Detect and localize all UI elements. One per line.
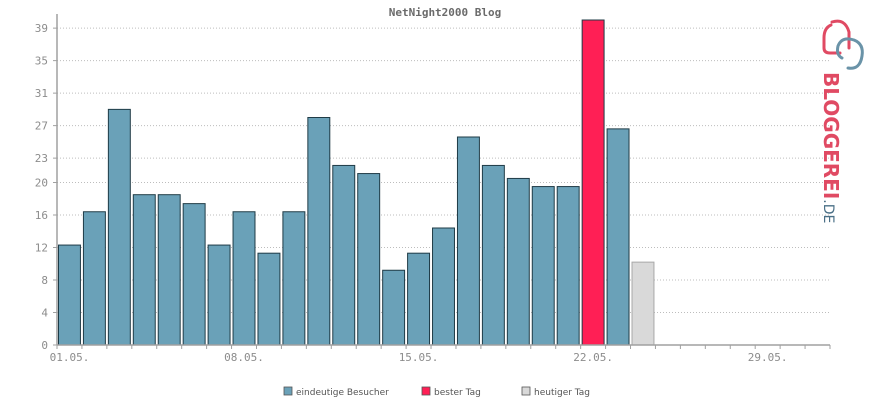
bar [82,211,106,346]
bar [357,173,381,346]
legend-swatch-visitors [283,386,293,396]
y-tick-label: 39 [35,22,48,35]
x-tick-label: 29.05. [748,351,788,364]
bar [107,108,131,346]
legend-swatch-today [521,386,531,396]
y-tick-label: 16 [35,209,48,222]
bar [207,244,231,346]
bar [332,164,356,346]
bar [382,269,406,346]
y-tick-label: 12 [35,242,48,255]
bar-best-day [581,19,605,346]
bar [407,252,431,346]
bar [232,211,256,346]
bloggerei-watermark: BLOGGEREI.DE [819,19,864,223]
watermark-text-suffix: .DE [820,199,836,223]
y-tick-label: 27 [35,120,48,133]
y-tick-label: 0 [41,339,48,352]
axes [56,14,830,346]
y-axis-ticks: 0 4 8 12 16 20 23 27 31 35 39 [35,22,57,352]
x-tick-label: 01.05. [50,351,90,364]
bar [57,244,81,346]
x-tick-label: 22.05. [573,351,613,364]
bar [307,117,331,346]
watermark-text-main: BLOGGEREI [819,72,843,199]
bar [182,203,206,346]
bar [456,136,480,346]
y-tick-label: 35 [35,55,48,68]
legend-swatch-best [421,386,431,396]
y-tick-label: 23 [35,152,48,165]
x-tick-label: 08.05. [224,351,264,364]
bar-today [631,261,655,346]
chart-title: NetNight2000 Blog [389,6,502,19]
svg-text:BLOGGEREI.DE: BLOGGEREI.DE [819,72,843,223]
bar [432,227,455,346]
bar [556,186,580,346]
x-axis-ticks: 01.05. 08.05. 15.05. 22.05. 29.05. [50,345,831,364]
bar [157,194,181,346]
bloggerei-logo-icon [822,19,864,70]
bar [531,186,555,346]
x-tick-label: 15.05. [399,351,439,364]
bar [506,177,530,346]
legend: eindeutige Besucher bester Tag heutiger Ta… [283,386,590,398]
bar [257,252,281,346]
bar [481,164,505,346]
y-tick-label: 31 [35,87,48,100]
legend-label-visitors: eindeutige Besucher [296,388,389,398]
y-tick-label: 8 [41,274,48,287]
bar [132,194,156,346]
bar [606,128,630,346]
bar [282,211,306,346]
legend-label-best: bester Tag [434,388,481,398]
legend-label-today: heutiger Tag [534,388,590,398]
y-tick-label: 20 [35,177,48,190]
y-tick-label: 4 [41,307,48,320]
